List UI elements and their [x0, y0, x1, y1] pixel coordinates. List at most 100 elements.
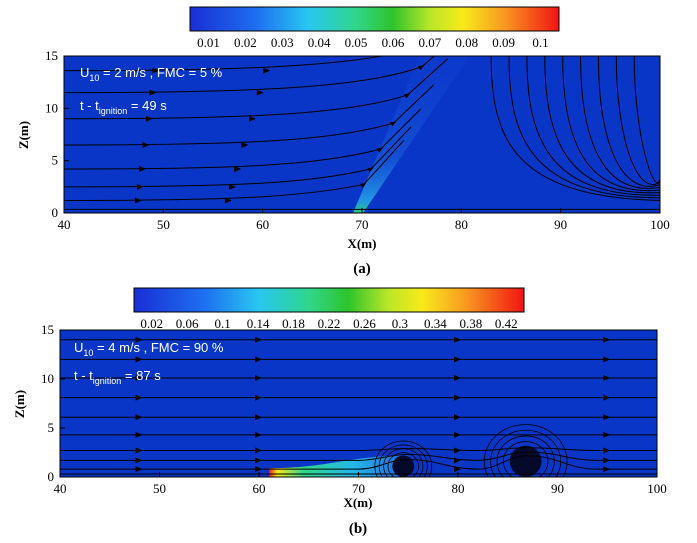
x-tick-label-b: 90 [551, 481, 564, 496]
colorbar-b-tick-label: 0.34 [424, 316, 447, 331]
colorbar-b-tick-label: 0.38 [459, 316, 482, 331]
x-tick-label-a: 60 [256, 217, 269, 232]
colorbar-a-tick-label: 0.08 [455, 35, 478, 50]
y-ticks-a: 0 5 10 15 [45, 48, 69, 220]
x-ticks-a: 40 50 60 70 80 90 100 [58, 208, 670, 232]
streamline-arrow-a [136, 183, 144, 190]
vortex-ring-b [496, 435, 555, 477]
streamline-arrow-b [255, 414, 262, 421]
panel-b: 0.02 0.06 0.1 0.14 0.18 0.22 0.26 0.3 0.34 0.38 0.… [12, 287, 667, 537]
colorbar-b-tick-label: 0.22 [318, 316, 341, 331]
y-tick-label-b: 10 [41, 371, 54, 386]
streamline-a [64, 126, 412, 188]
streamline-arrow-b [135, 457, 143, 464]
y-ticks-b: 0 5 10 15 [41, 322, 65, 484]
x-tick-label-a: 70 [356, 217, 369, 232]
streamline-a-right [597, 56, 660, 187]
streamline-a-right [580, 56, 660, 189]
panel-label-b: (b) [349, 521, 367, 537]
x-tick-label-a: 90 [554, 217, 567, 232]
streamline-arrow-a [249, 115, 257, 122]
vortex-ring-b [483, 424, 568, 477]
streamline-a-right [633, 56, 660, 183]
streamline-arrow-a [145, 115, 153, 122]
x-tick-label-a: 50 [157, 217, 170, 232]
x-tick-label-a: 80 [455, 217, 468, 232]
streamline-arrow-b [603, 431, 611, 438]
colorbar-b-ticks: 0.02 0.06 0.1 0.14 0.18 0.22 0.26 0.3 0.34 0.38 0.… [140, 316, 517, 331]
colorbar-b-tick-label: 0.3 [392, 316, 408, 331]
y-tick-label-a: 0 [52, 205, 59, 220]
colorbar-a-tick-label: 0.1 [532, 35, 548, 50]
streamline-a [64, 84, 434, 146]
colorbar-a-tick-label: 0.05 [345, 35, 368, 50]
colorbar-b-tick-label: 0.02 [140, 316, 163, 331]
colorbar-a-tick-label: 0.06 [382, 35, 405, 50]
colorbar-b-tick-label: 0.1 [215, 316, 231, 331]
streamline-b [60, 451, 657, 461]
streamline-arrow-b [603, 336, 611, 343]
streamline-arrow-b [603, 356, 611, 363]
streamline-arrow-b [454, 356, 461, 363]
streamline-arrow-b [603, 394, 611, 401]
streamline-arrow-b [454, 431, 461, 438]
x-tick-label-b: 60 [253, 481, 266, 496]
y-tick-label-b: 15 [41, 322, 54, 337]
colorbar-a-tick-label: 0.01 [197, 35, 220, 50]
colorbar-a-tick-label: 0.04 [308, 35, 331, 50]
y-axis-label-a: Z(m) [16, 121, 31, 149]
streamline-arrow-a [263, 67, 271, 74]
colorbar-a [189, 6, 560, 32]
y-axis-label-b: Z(m) [12, 390, 27, 418]
streamline-arrow-b [255, 447, 262, 454]
streamline-a-right [615, 56, 660, 185]
streamline-arrow-b [135, 414, 143, 421]
streamline-arrow-b [135, 356, 143, 363]
streamline-a-right [544, 56, 660, 194]
y-tick-label-a: 10 [45, 100, 58, 115]
panel-label-a: (a) [353, 261, 371, 277]
panel-a: 0.01 0.02 0.03 0.04 0.05 0.06 0.07 0.08 0.09 0.1 … [16, 6, 670, 277]
colorbar-b-tick-label: 0.18 [282, 316, 305, 331]
vortex-ring-b [502, 441, 549, 477]
colorbar-a-tick-label: 0.03 [271, 35, 294, 50]
streamline-arrow-b [255, 466, 262, 473]
vortices-b [374, 424, 568, 477]
x-tick-label-a: 100 [650, 217, 670, 232]
colorbar-b-tick-label: 0.42 [495, 316, 518, 331]
colorbar-a-tick-label: 0.09 [492, 35, 515, 50]
fire-band-b [268, 455, 409, 477]
streamline-arrow-b [255, 375, 262, 382]
vortex-ring-b [387, 452, 419, 477]
x-tick-label-b: 80 [452, 481, 465, 496]
streamline-arrow-a [149, 89, 157, 96]
y-tick-label-b: 0 [48, 469, 55, 484]
x-tick-label-b: 70 [352, 481, 365, 496]
x-axis-label-a: X(m) [348, 236, 377, 251]
colorbar-a-ticks: 0.01 0.02 0.03 0.04 0.05 0.06 0.07 0.08 0.09 0.1 [197, 35, 549, 50]
streamline-arrow-b [135, 336, 143, 343]
plume-a [353, 56, 470, 213]
x-ticks-b: 40 50 60 70 80 90 100 [54, 472, 667, 496]
streamline-arrow-b [135, 431, 143, 438]
x-axis-label-b: X(m) [344, 495, 373, 510]
streamline-arrow-b [135, 375, 143, 382]
streamline-arrow-b [603, 466, 611, 473]
annotation-a-line1: U10 = 2 m/s , FMC = 5 % [80, 65, 223, 83]
streamline-a [64, 56, 386, 72]
streamline-arrow-b [255, 356, 262, 363]
plot-area-b [59, 329, 658, 478]
streamline-arrow-b [454, 414, 461, 421]
streamline-arrow-b [454, 336, 461, 343]
streamline-arrow-a [134, 197, 142, 204]
streamline-arrow-b [454, 447, 461, 454]
streamline-arrow-a [228, 183, 236, 190]
streamline-a-right [490, 56, 660, 201]
colorbar-b [133, 287, 525, 313]
streamline-arrow-b [135, 394, 143, 401]
vortex-b [509, 445, 542, 477]
colorbar-b-tick-label: 0.06 [176, 316, 199, 331]
x-tick-label-a: 40 [58, 217, 71, 232]
colorbar-a-tick-label: 0.02 [234, 35, 257, 50]
